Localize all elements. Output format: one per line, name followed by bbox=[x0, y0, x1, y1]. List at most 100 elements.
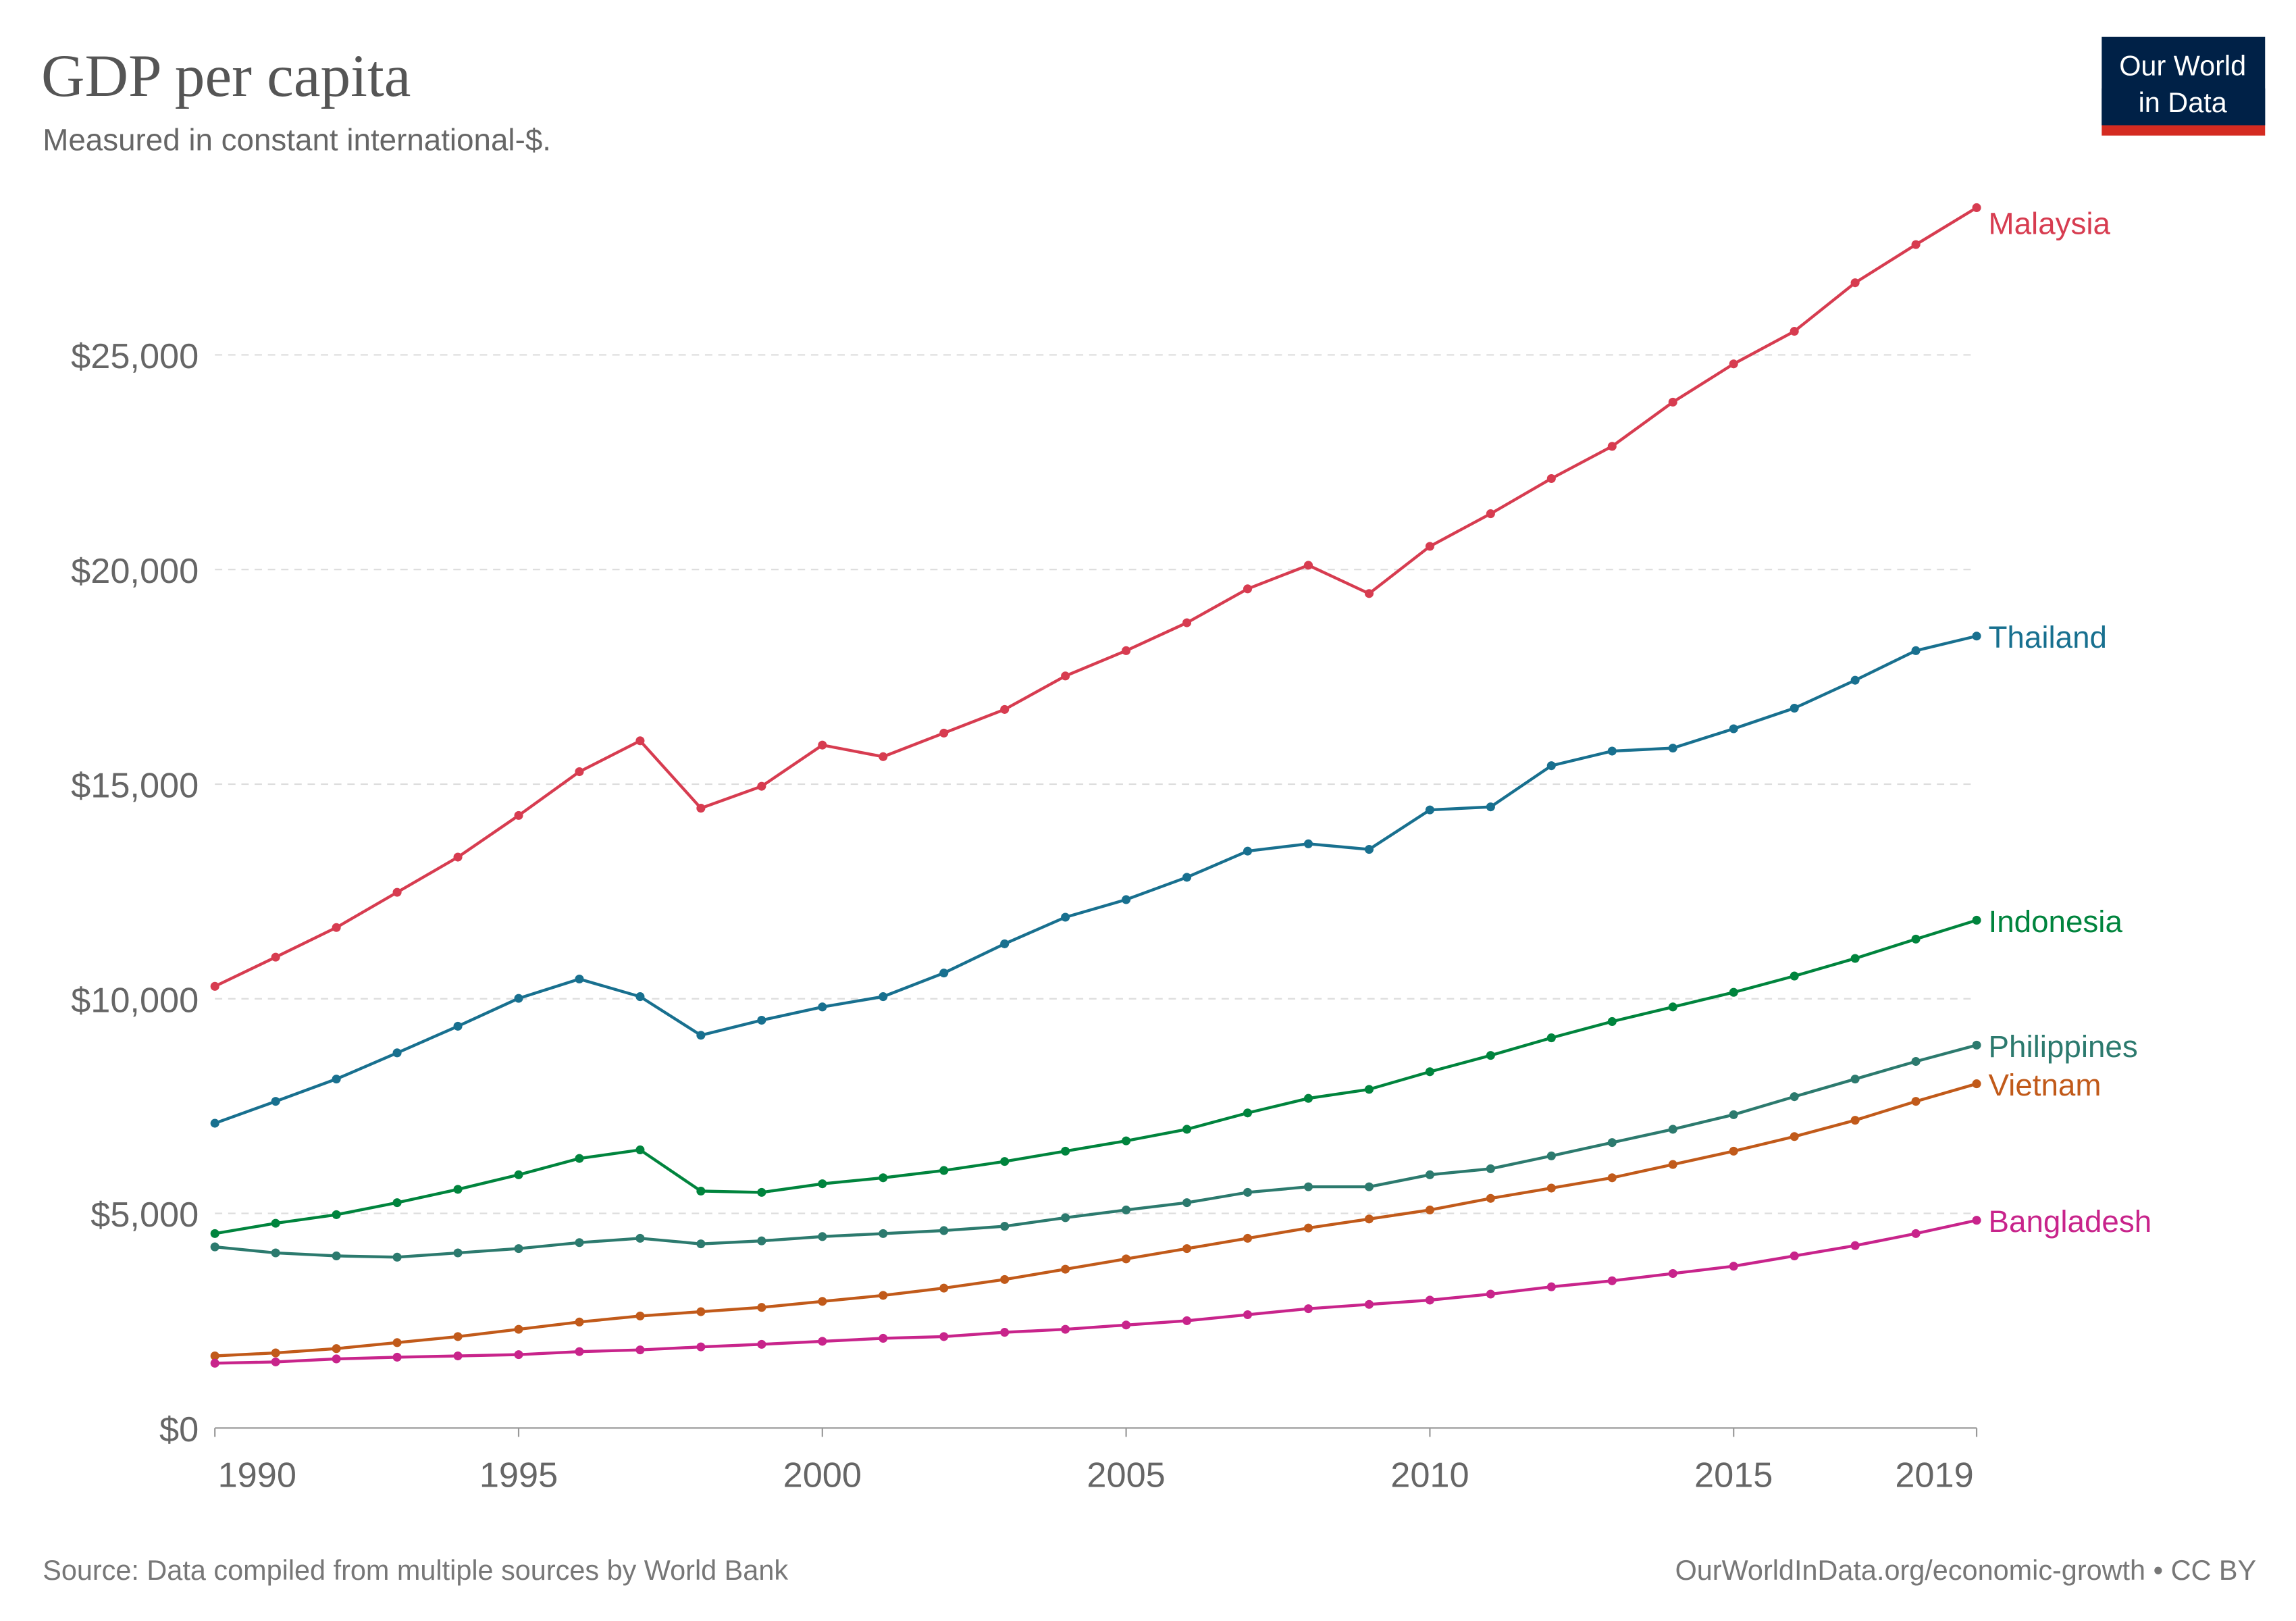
data-point[interactable] bbox=[1850, 1075, 1860, 1084]
data-point[interactable] bbox=[757, 1339, 766, 1349]
data-point[interactable] bbox=[757, 1187, 766, 1197]
data-point[interactable] bbox=[1243, 846, 1253, 856]
data-point[interactable] bbox=[1668, 744, 1677, 753]
data-point[interactable] bbox=[879, 1229, 888, 1238]
series-line[interactable] bbox=[214, 1044, 1977, 1259]
data-point[interactable] bbox=[575, 1154, 584, 1163]
data-point[interactable] bbox=[1182, 618, 1192, 627]
data-point[interactable] bbox=[1911, 1097, 1921, 1106]
data-point[interactable] bbox=[1182, 1244, 1192, 1254]
data-point[interactable] bbox=[1243, 1310, 1253, 1320]
data-point[interactable] bbox=[818, 1002, 827, 1012]
data-point[interactable] bbox=[514, 1350, 523, 1360]
data-point[interactable] bbox=[1303, 839, 1313, 848]
data-point[interactable] bbox=[818, 1337, 827, 1346]
owid-logo[interactable]: Our World in Data bbox=[2102, 36, 2266, 136]
data-point[interactable] bbox=[332, 1354, 341, 1364]
data-point[interactable] bbox=[1546, 761, 1556, 771]
data-point[interactable] bbox=[1486, 1164, 1495, 1173]
data-point[interactable] bbox=[818, 1232, 827, 1241]
data-point[interactable] bbox=[1303, 1182, 1313, 1191]
data-point[interactable] bbox=[1790, 1092, 1799, 1102]
data-point[interactable] bbox=[514, 1324, 523, 1334]
data-point[interactable] bbox=[1061, 1146, 1070, 1156]
data-point[interactable] bbox=[1607, 1173, 1617, 1183]
data-point[interactable] bbox=[696, 1342, 706, 1352]
data-point[interactable] bbox=[696, 1239, 706, 1249]
data-point[interactable] bbox=[1061, 671, 1070, 681]
data-point[interactable] bbox=[392, 1352, 402, 1362]
data-point[interactable] bbox=[1425, 1170, 1434, 1179]
series-malaysia[interactable] bbox=[210, 203, 1981, 991]
data-point[interactable] bbox=[1122, 1254, 1131, 1264]
data-point[interactable] bbox=[1061, 1213, 1070, 1223]
data-point[interactable] bbox=[1546, 1183, 1556, 1193]
data-point[interactable] bbox=[575, 1347, 584, 1356]
data-point[interactable] bbox=[1000, 1222, 1010, 1231]
data-point[interactable] bbox=[1972, 203, 1981, 212]
data-point[interactable] bbox=[1425, 542, 1434, 551]
data-point[interactable] bbox=[1546, 1282, 1556, 1291]
data-point[interactable] bbox=[1668, 1268, 1677, 1279]
data-point[interactable] bbox=[271, 1248, 280, 1258]
data-point[interactable] bbox=[1668, 1002, 1677, 1012]
data-point[interactable] bbox=[1000, 704, 1010, 714]
data-point[interactable] bbox=[1000, 1328, 1010, 1337]
data-point[interactable] bbox=[1303, 1304, 1313, 1314]
data-point[interactable] bbox=[1607, 1138, 1617, 1148]
data-point[interactable] bbox=[1061, 912, 1070, 922]
data-point[interactable] bbox=[1607, 442, 1617, 451]
data-point[interactable] bbox=[696, 804, 706, 813]
data-point[interactable] bbox=[879, 1173, 888, 1183]
data-point[interactable] bbox=[1729, 987, 1738, 997]
data-point[interactable] bbox=[1182, 1125, 1192, 1134]
data-point[interactable] bbox=[271, 952, 280, 962]
data-point[interactable] bbox=[939, 969, 949, 978]
data-point[interactable] bbox=[1729, 724, 1738, 734]
data-point[interactable] bbox=[1546, 1033, 1556, 1043]
data-point[interactable] bbox=[757, 1236, 766, 1245]
data-point[interactable] bbox=[696, 1186, 706, 1196]
data-point[interactable] bbox=[332, 923, 341, 932]
data-point[interactable] bbox=[1425, 1205, 1434, 1214]
data-point[interactable] bbox=[1303, 561, 1313, 570]
data-point[interactable] bbox=[1790, 703, 1799, 713]
series-line[interactable] bbox=[214, 206, 1978, 988]
data-point[interactable] bbox=[1972, 915, 1981, 925]
data-point[interactable] bbox=[1668, 1160, 1677, 1169]
data-point[interactable] bbox=[1425, 1295, 1434, 1305]
series-line[interactable] bbox=[215, 1082, 1977, 1358]
data-point[interactable] bbox=[1486, 1051, 1495, 1060]
data-point[interactable] bbox=[271, 1097, 280, 1106]
data-point[interactable] bbox=[1850, 675, 1860, 685]
data-point[interactable] bbox=[1364, 1182, 1374, 1191]
data-point[interactable] bbox=[514, 1170, 523, 1179]
data-point[interactable] bbox=[757, 781, 766, 791]
data-point[interactable] bbox=[271, 1357, 280, 1366]
data-point[interactable] bbox=[514, 810, 523, 820]
data-point[interactable] bbox=[757, 1015, 766, 1025]
data-point[interactable] bbox=[210, 1242, 219, 1252]
data-point[interactable] bbox=[332, 1251, 341, 1260]
data-point[interactable] bbox=[1668, 397, 1677, 407]
data-point[interactable] bbox=[1243, 584, 1253, 594]
series-vietnam[interactable] bbox=[210, 1079, 1981, 1361]
data-point[interactable] bbox=[939, 1332, 949, 1341]
data-point[interactable] bbox=[635, 1145, 645, 1155]
data-point[interactable] bbox=[1790, 326, 1799, 336]
data-point[interactable] bbox=[392, 887, 402, 897]
data-point[interactable] bbox=[210, 981, 219, 991]
data-point[interactable] bbox=[635, 1345, 645, 1355]
data-point[interactable] bbox=[696, 1307, 706, 1316]
data-point[interactable] bbox=[453, 1332, 463, 1341]
data-point[interactable] bbox=[1850, 1116, 1860, 1125]
data-point[interactable] bbox=[939, 1226, 949, 1235]
data-point[interactable] bbox=[453, 1021, 463, 1031]
data-point[interactable] bbox=[939, 1283, 949, 1293]
data-point[interactable] bbox=[818, 740, 827, 750]
series-philippines[interactable] bbox=[210, 1040, 1981, 1262]
data-point[interactable] bbox=[392, 1338, 402, 1347]
data-point[interactable] bbox=[453, 852, 463, 862]
data-point[interactable] bbox=[1425, 1067, 1434, 1077]
data-point[interactable] bbox=[1364, 845, 1374, 854]
